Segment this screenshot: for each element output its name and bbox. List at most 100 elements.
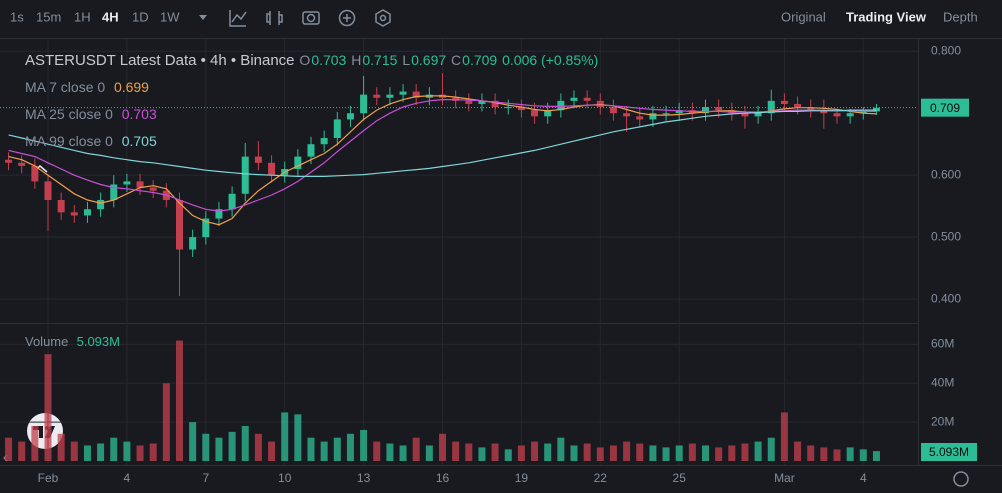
candle-body — [18, 162, 26, 166]
candle-body — [57, 199, 65, 213]
volume-bar — [504, 449, 512, 461]
candle-body — [794, 103, 802, 108]
indicator-icon[interactable] — [229, 10, 247, 27]
volume-bar — [859, 449, 867, 461]
ma-line — [8, 109, 877, 177]
volume-bar — [649, 445, 657, 461]
view-option[interactable]: Depth — [943, 9, 978, 24]
volume-bar — [189, 422, 197, 461]
candle-body — [44, 181, 52, 200]
volume-bar — [570, 445, 578, 461]
dropdown-icon[interactable] — [199, 15, 207, 20]
ma-line — [8, 95, 877, 226]
volume-bar — [702, 445, 709, 461]
settings-gear[interactable] — [953, 471, 969, 487]
last-volume-tag — [921, 443, 977, 461]
volume-bar — [636, 443, 644, 461]
candle-body — [399, 91, 407, 95]
ma-name: MA 25 close 0 — [25, 106, 113, 122]
volume-bar — [386, 443, 394, 461]
ohlc-label: O — [299, 52, 311, 68]
ohlc-label: H — [351, 52, 362, 68]
y-tick-label: 0.600 — [931, 167, 961, 181]
view-option[interactable]: Original — [781, 9, 826, 24]
settings-icon[interactable] — [375, 9, 391, 27]
candle-body — [83, 209, 91, 216]
candle-body — [544, 110, 552, 117]
x-tick-label: 4 — [860, 471, 867, 485]
volume-bar — [820, 447, 828, 461]
volume-bar — [97, 443, 105, 461]
candle-body — [662, 113, 670, 115]
ohlc-value: 0.703 — [311, 52, 347, 68]
volume-bar — [662, 447, 670, 461]
volume-bar — [846, 447, 854, 461]
x-tick-label: Feb — [38, 471, 59, 485]
volume-title: Volume — [25, 334, 69, 349]
volume-bar — [176, 340, 183, 461]
candle-body — [636, 116, 644, 120]
interval-active[interactable]: 4H — [102, 9, 119, 24]
candle-body — [360, 94, 368, 114]
volume-bar — [228, 431, 236, 461]
candle-body — [320, 138, 328, 145]
volume-bar — [741, 443, 749, 461]
ma-value: 0.703 — [121, 106, 157, 122]
candle-body — [715, 107, 723, 111]
interval[interactable]: 1D — [132, 9, 149, 24]
volume-bar — [70, 441, 78, 461]
candle-body — [149, 187, 157, 191]
volume-bar — [794, 441, 802, 461]
y-tick-label: 0.400 — [931, 291, 961, 305]
ma-legend: MA 7 close 0 0.699 — [25, 79, 150, 95]
volume-bar — [491, 443, 499, 461]
volume-bar — [439, 433, 446, 461]
view-option-active[interactable]: Trading View — [846, 9, 927, 24]
interval[interactable]: 15m — [36, 9, 61, 24]
last-price-label: 0.709 — [930, 101, 960, 115]
volume-bar — [57, 433, 65, 461]
candle-icon[interactable] — [266, 11, 283, 25]
add-icon[interactable] — [338, 9, 356, 27]
y-tick-label: 0.800 — [931, 43, 961, 57]
volume-tick-label: 60M — [931, 337, 954, 351]
volume-bar — [5, 437, 13, 461]
volume-bar — [425, 445, 433, 461]
volume-bar — [609, 445, 617, 461]
volume-bar — [465, 443, 473, 461]
candle-body — [596, 100, 604, 108]
volume-bar — [281, 412, 289, 461]
volume-bar — [517, 445, 525, 461]
candle-body — [780, 100, 788, 104]
ma-value: 0.699 — [113, 79, 149, 95]
candle-body — [110, 184, 118, 200]
last-volume-label: 5.093M — [929, 445, 969, 459]
volume-bar — [754, 441, 762, 461]
candle-body — [373, 94, 381, 98]
interval[interactable]: 1H — [74, 9, 91, 24]
volume-value: 5.093M — [76, 334, 120, 349]
candle-body — [294, 156, 302, 169]
candle-body — [478, 100, 486, 104]
volume-bar — [202, 433, 210, 461]
volume-bar — [268, 441, 276, 461]
volume-bar — [44, 354, 52, 461]
interval[interactable]: 1s — [10, 9, 24, 24]
labels-layer: 0.400 0.500 0.600 0.800 20M 40M 60M Feb 4 7 10 13 16… — [38, 43, 977, 485]
candle-body — [609, 107, 617, 114]
x-tick-label: 25 — [673, 471, 687, 485]
volume-bar — [373, 441, 381, 461]
volume-bar — [833, 449, 841, 461]
x-tick-label: 7 — [202, 471, 209, 485]
camera-icon[interactable] — [302, 11, 320, 25]
candle-body — [386, 94, 394, 98]
volume-bar — [333, 437, 341, 461]
x-tick-label: 22 — [594, 471, 608, 485]
toolbar: 1s 15m 1H 4H 1D 1W Original Trading View… — [10, 9, 978, 27]
add-icon-cross — [343, 14, 351, 22]
volume-bar — [136, 445, 144, 461]
interval[interactable]: 1W — [160, 9, 180, 24]
ma-legend: MA 25 close 0 0.703 — [25, 106, 158, 122]
volume-bar — [307, 437, 315, 461]
